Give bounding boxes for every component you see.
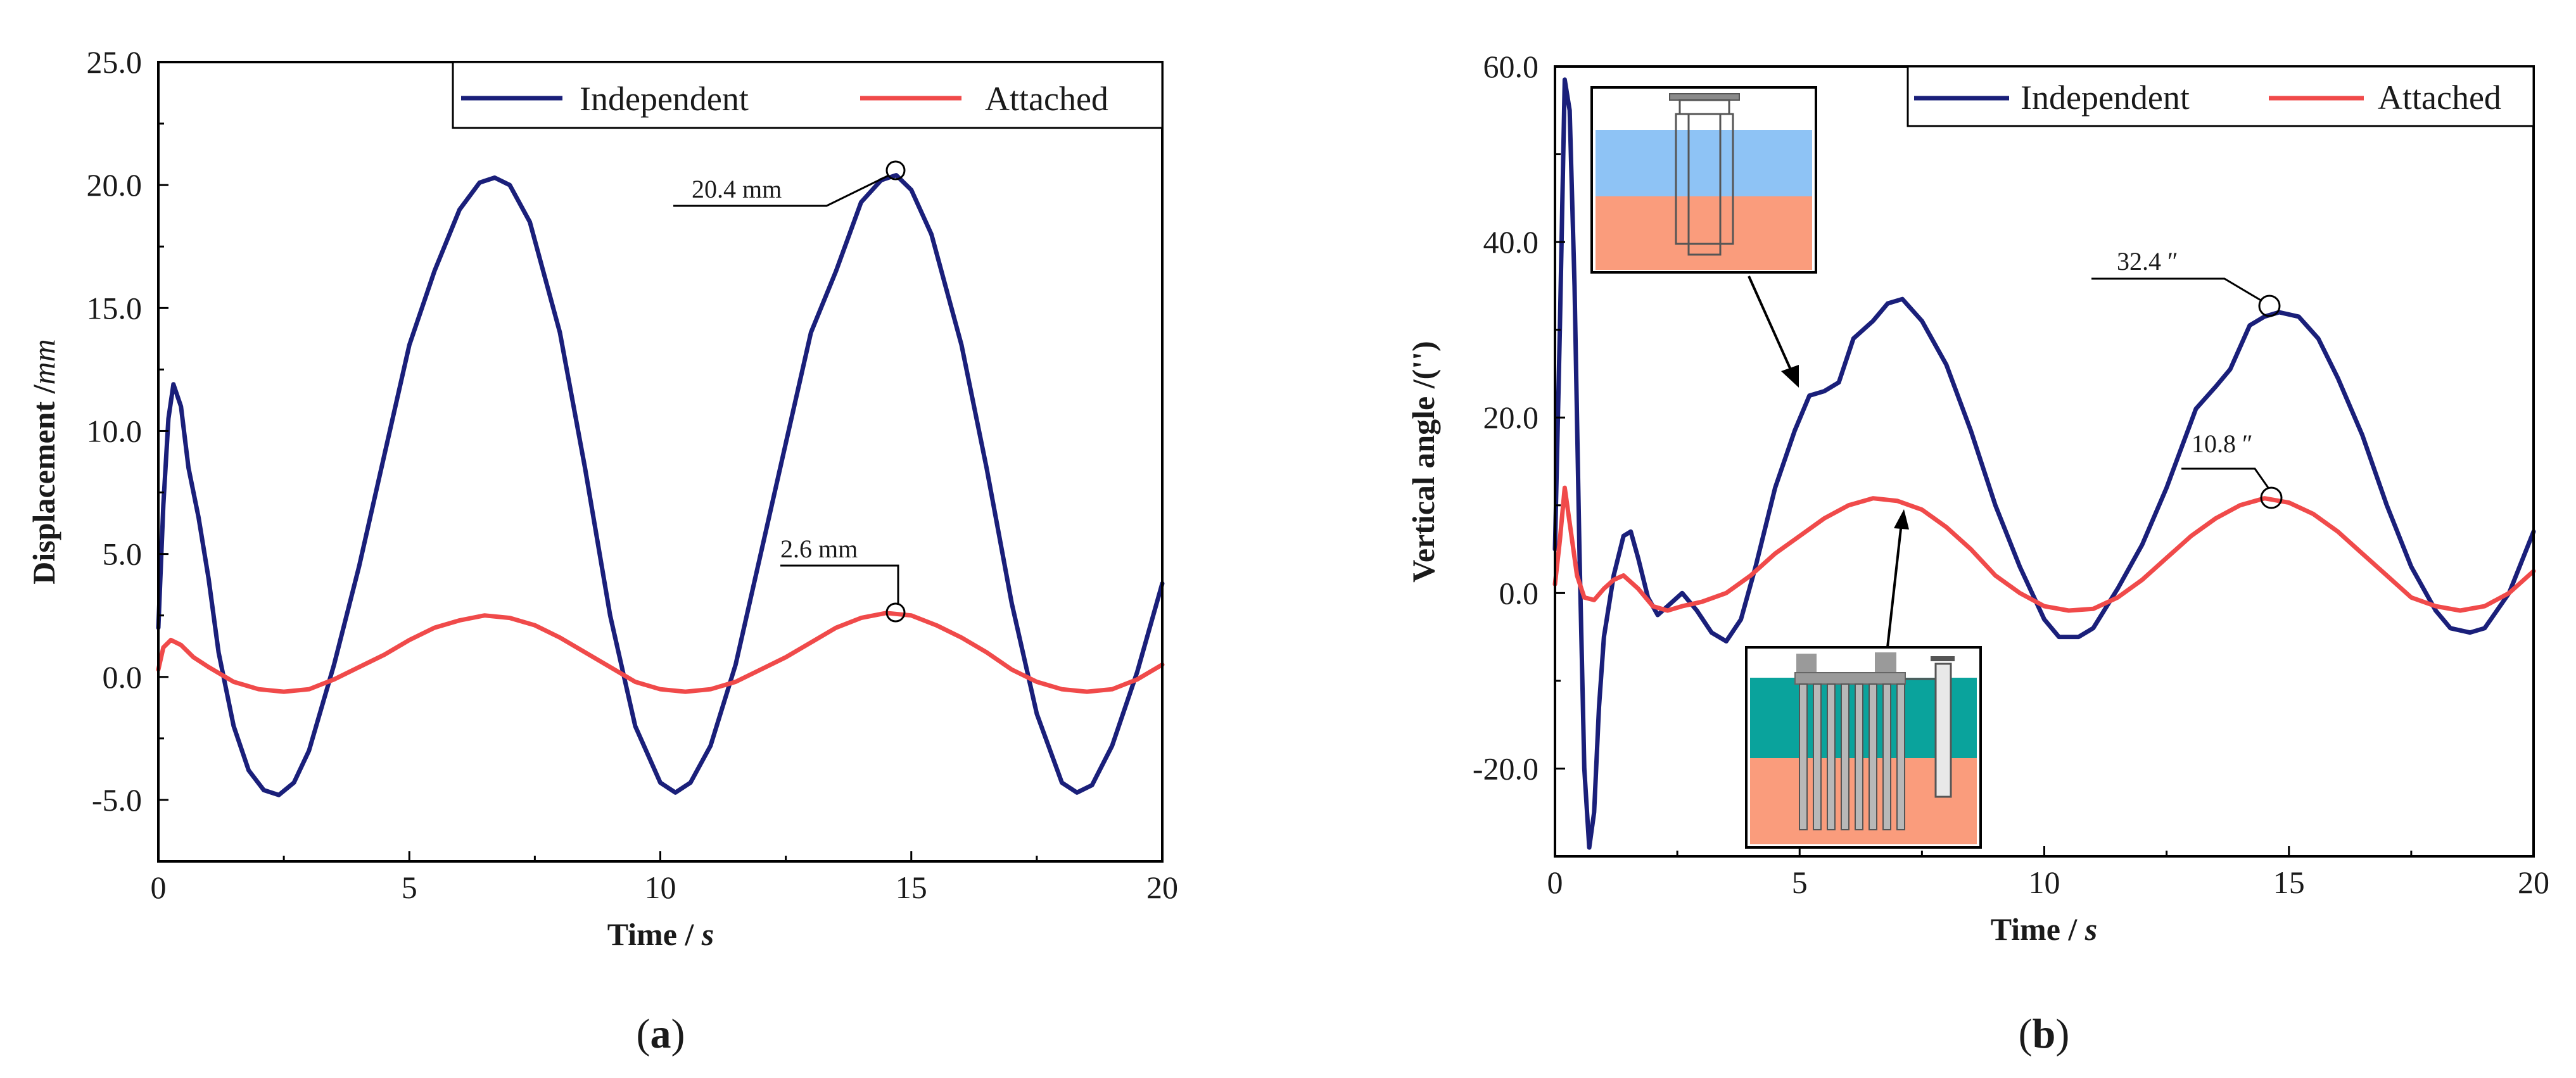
annotation-marker-a-2 <box>885 602 906 623</box>
legend-label-attached-a: Attached <box>985 80 1108 118</box>
x-tick-label-b: 15 <box>2273 865 2305 900</box>
x-tick-label-a: 5 <box>402 870 417 905</box>
inset-arrow-head-bottom <box>1894 509 1909 529</box>
y-tick-label-a: 25.0 <box>87 44 143 80</box>
y-tick-label-a: 5.0 <box>103 536 143 572</box>
legend-label-attached-b: Attached <box>2378 79 2501 117</box>
series-line-attached-b <box>1552 485 2536 613</box>
inset-independent-schematic <box>1590 86 1817 388</box>
legend-b: Independent Attached <box>1907 65 2535 127</box>
x-axis-title-b: Time / s <box>1991 911 2098 947</box>
inset-arrow-line-top <box>1748 276 1794 374</box>
inset-arrow-head-top <box>1781 365 1799 388</box>
annotation-leader-a-2 <box>780 564 899 605</box>
annotation-leader-a-1 <box>673 174 889 207</box>
annotation-b-2: 10.8 ″ <box>2181 429 2283 509</box>
x-tick-label-b: 20 <box>2518 865 2549 900</box>
annotation-marker-b-2 <box>2260 486 2283 509</box>
inset-pier-left <box>1796 654 1817 673</box>
x-tick-label-a: 10 <box>645 870 676 905</box>
legend-box-b <box>1907 65 2535 127</box>
y-tick-label-a: 0.0 <box>103 659 143 695</box>
chart-panel-b: 0 5 10 15 20 -20.0 0.0 20.0 40.0 60.0 Independent… <box>1405 49 2549 1057</box>
annotation-marker-a-1 <box>885 160 906 181</box>
annotation-a-1: 20.4 mm <box>673 160 906 207</box>
x-tick-label-b: 5 <box>1792 865 1808 900</box>
inset-pile-group <box>1799 683 1905 830</box>
y-tick-label-a: 15.0 <box>87 290 143 326</box>
series-line-independent-a <box>156 173 1165 797</box>
plot-area-a <box>156 173 1165 797</box>
annotation-a-2: 2.6 mm <box>780 535 906 623</box>
series-line-attached-a <box>156 611 1165 694</box>
inset-attached-schematic <box>1745 509 1982 849</box>
annotation-text-b-2: 10.8 ″ <box>2192 429 2253 458</box>
annotation-text-a-2: 2.6 mm <box>780 535 858 563</box>
inset-soil-layer-top <box>1596 196 1812 270</box>
y-tick-label-a: 10.0 <box>87 413 143 448</box>
plot-area-b <box>1552 77 2536 850</box>
legend-label-independent-a: Independent <box>580 80 749 118</box>
inset-monitor-pile <box>1934 663 1952 798</box>
legend-a: Independent Attached <box>452 61 1164 129</box>
y-tick-label-b: 60.0 <box>1483 49 1539 84</box>
inset-pier-right <box>1875 652 1896 673</box>
panel-label-b: (b) <box>2019 1011 2070 1057</box>
annotation-text-b-1: 32.4 ″ <box>2117 247 2178 276</box>
x-tick-label-a: 15 <box>896 870 927 905</box>
y-tick-label-b: 40.0 <box>1483 224 1539 260</box>
inset-pile-core-top <box>1687 113 1722 256</box>
x-tick-label-b: 0 <box>1547 865 1563 900</box>
y-tick-label-a: -5.0 <box>92 782 142 818</box>
y-tick-label-a: 20.0 <box>87 167 143 203</box>
inset-pile-cap-bottom <box>1794 672 1906 685</box>
annotation-leader-b-2 <box>2181 467 2269 488</box>
legend-box-a <box>452 61 1164 129</box>
inset-arrow-line-bottom <box>1886 523 1903 648</box>
x-axis-title-a: Time / s <box>607 916 714 952</box>
x-tick-label-a: 0 <box>151 870 167 905</box>
annotation-text-a-1: 20.4 mm <box>692 175 782 203</box>
x-tick-label-b: 10 <box>2029 865 2060 900</box>
ticks-b: 0 5 10 15 20 -20.0 0.0 20.0 40.0 60.0 <box>1473 49 2549 900</box>
chart-panel-a: 0 5 10 15 20 -5.0 0.0 5.0 10.0 15.0 20.0 25.0 Indep… <box>26 44 1178 1057</box>
legend-label-independent-b: Independent <box>2021 79 2190 117</box>
inset-monitor-cap <box>1931 656 1955 661</box>
annotation-marker-b-1 <box>2258 295 2281 317</box>
inset-water-layer-top <box>1596 130 1812 196</box>
x-tick-label-a: 20 <box>1146 870 1178 905</box>
series-line-independent-b <box>1552 77 2536 850</box>
annotation-b-1: 32.4 ″ <box>2091 247 2281 317</box>
annotation-leader-b-1 <box>2091 277 2262 302</box>
y-tick-label-b: 0.0 <box>1499 575 1539 611</box>
y-axis-title-a: Displacement /mm <box>26 339 61 584</box>
y-tick-label-b: -20.0 <box>1473 751 1539 786</box>
y-axis-title-b: Vertical angle /('') <box>1405 341 1441 582</box>
ticks-a: 0 5 10 15 20 -5.0 0.0 5.0 10.0 15.0 20.0 25.0 <box>87 44 1179 905</box>
plot-frame-a <box>157 61 1164 863</box>
panel-label-a: (a) <box>637 1011 685 1057</box>
y-tick-label-b: 20.0 <box>1483 400 1539 435</box>
